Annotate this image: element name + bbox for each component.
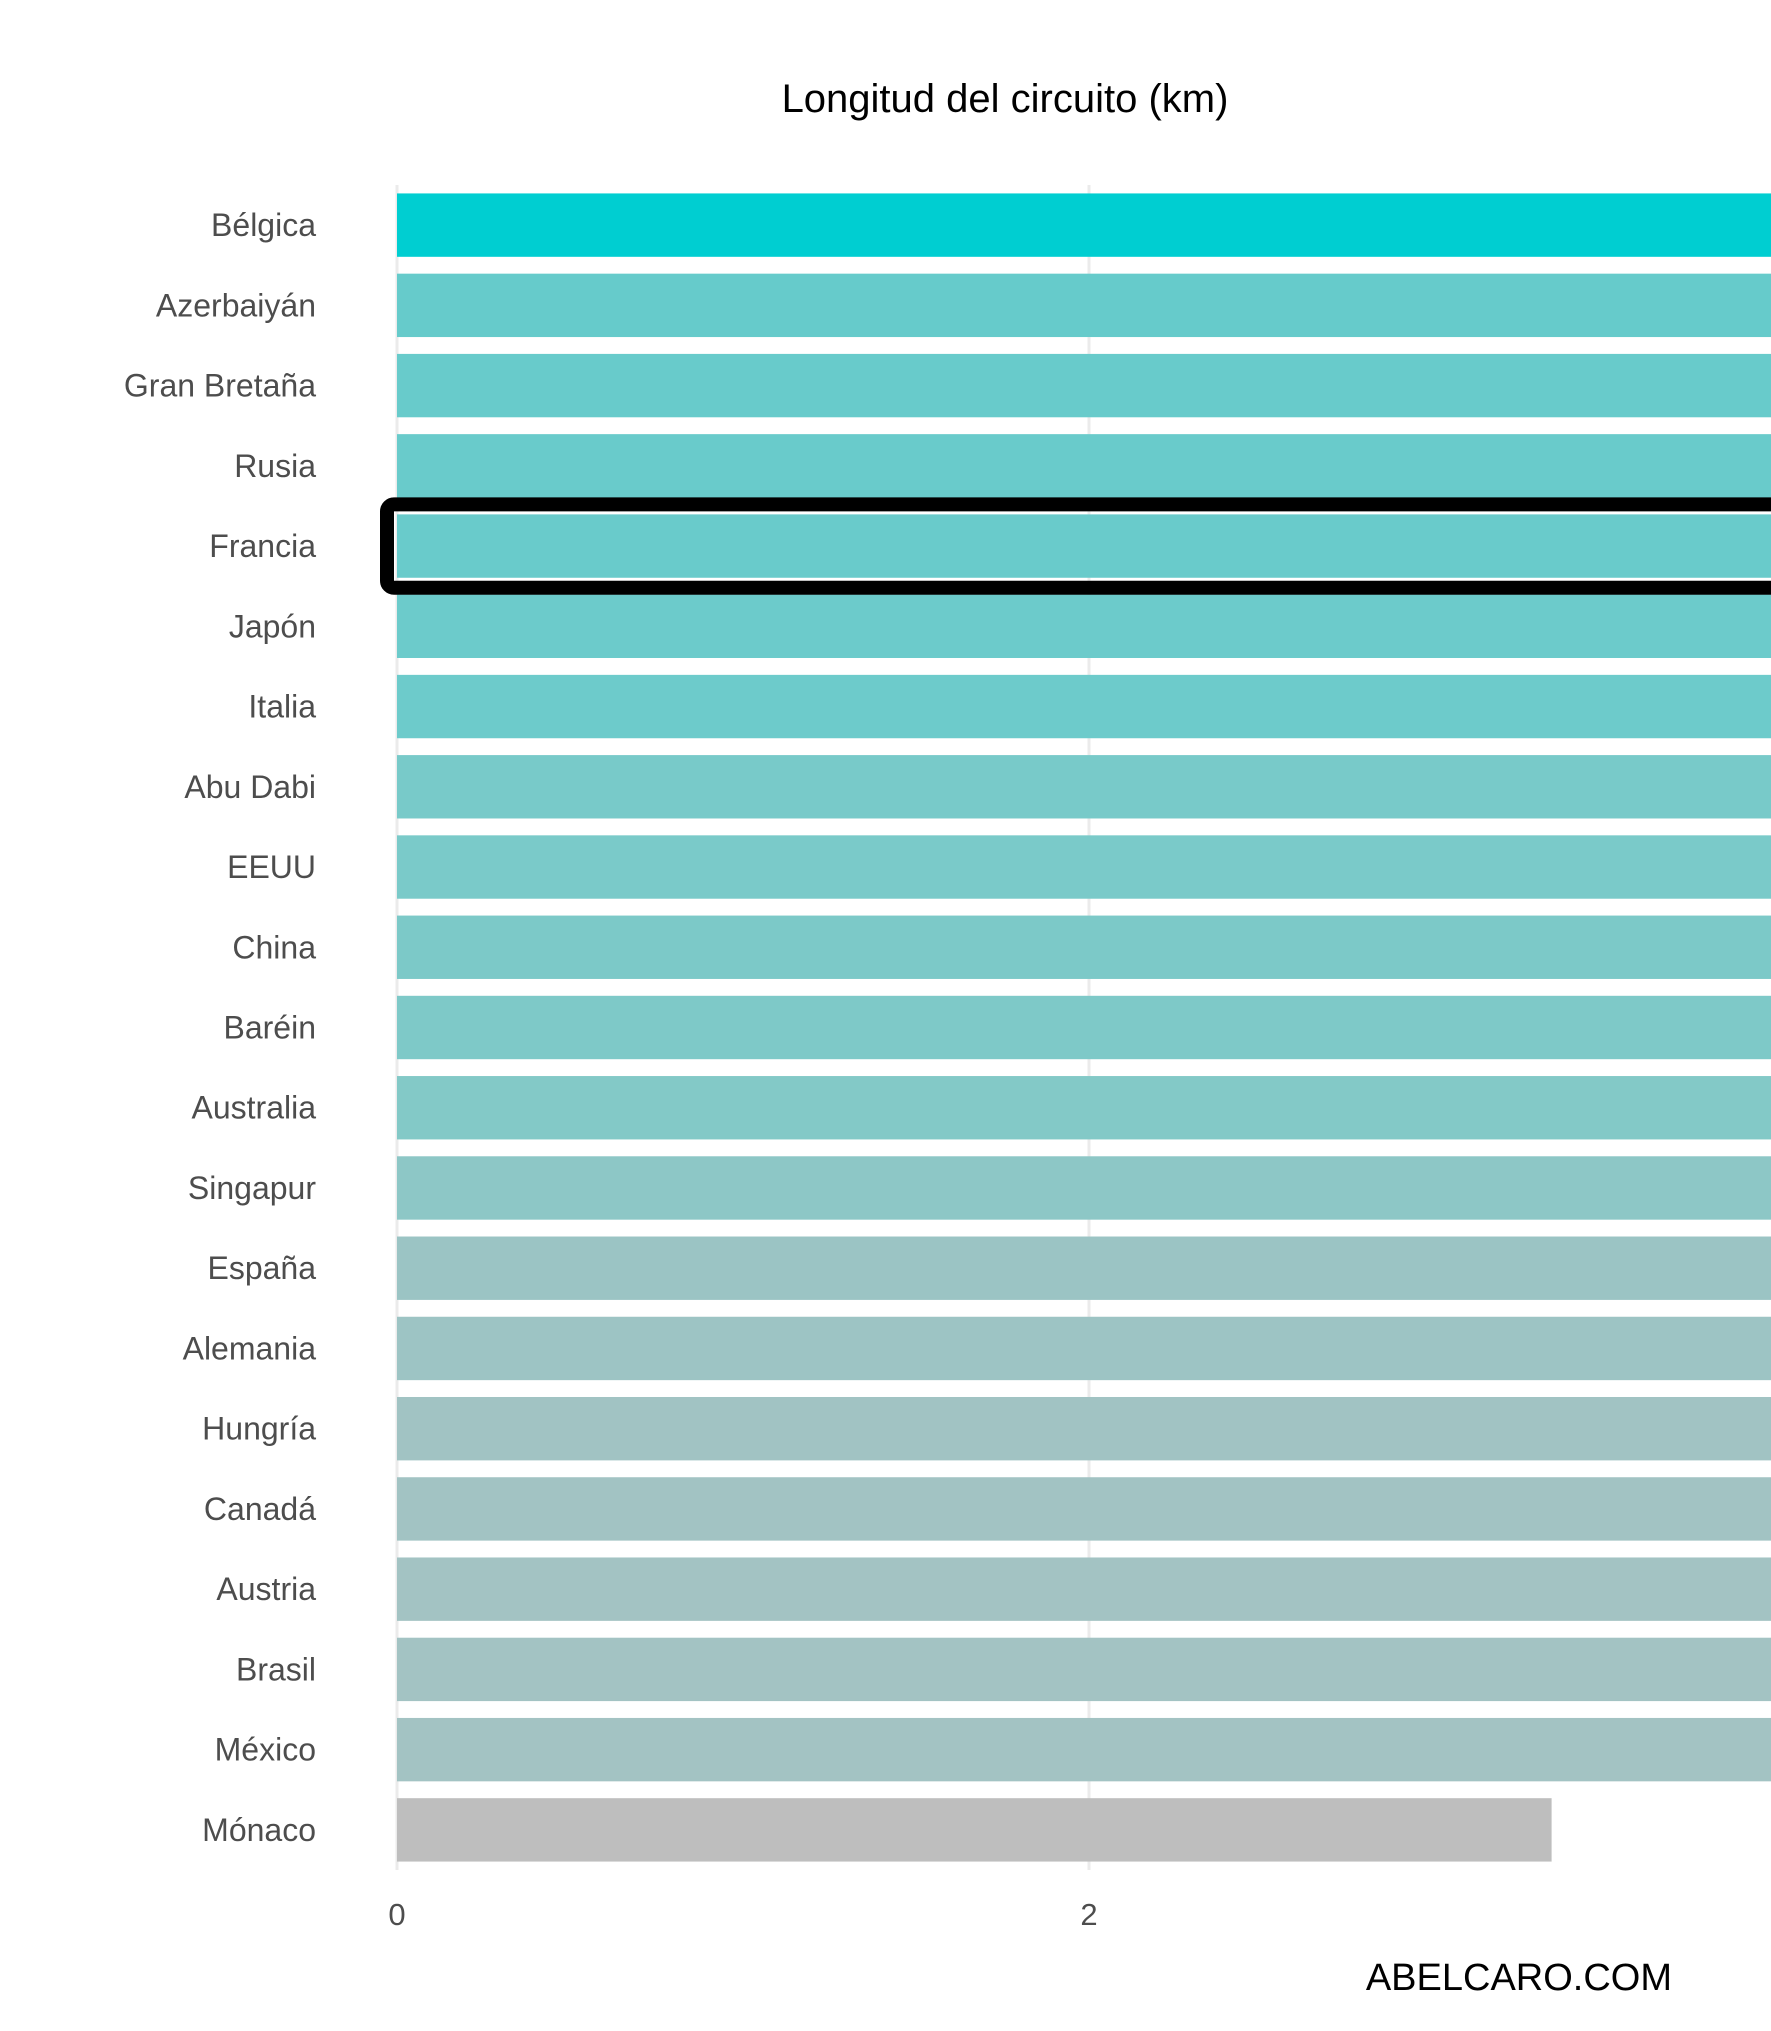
bar — [397, 273, 1771, 338]
bar — [397, 1477, 1771, 1541]
bar — [397, 835, 1771, 899]
bar — [397, 1557, 1771, 1621]
category-label: Alemania — [183, 1330, 317, 1366]
category-label: Gran Bretaña — [124, 368, 316, 404]
category-label: Brasil — [236, 1651, 316, 1687]
category-label: Austria — [216, 1571, 316, 1607]
category-label: España — [207, 1250, 316, 1286]
bar — [397, 434, 1771, 498]
category-label: Japón — [229, 608, 316, 644]
bar — [397, 1717, 1771, 1782]
x-tick-label: 0 — [388, 1897, 405, 1932]
category-label: Azerbaiyán — [156, 287, 316, 323]
category-labels: Bélgica Azerbaiyán Gran Bretaña Rusia Franci… — [124, 207, 316, 1848]
bar — [397, 1637, 1771, 1702]
category-label: EEUU — [227, 849, 316, 885]
bar — [397, 1076, 1771, 1140]
category-label: Baréin — [224, 1010, 317, 1046]
bars — [397, 193, 1771, 1862]
category-label: México — [215, 1732, 316, 1768]
category-label: Italia — [248, 689, 316, 725]
bar — [397, 755, 1771, 819]
bar — [397, 915, 1771, 979]
bar — [397, 193, 1771, 257]
category-label: Mónaco — [202, 1812, 316, 1848]
category-label: Australia — [192, 1090, 317, 1126]
bar — [397, 353, 1771, 418]
category-label: Francia — [209, 528, 316, 564]
highlight-box — [380, 497, 1771, 595]
highlight-group: 5.842 — [380, 497, 1771, 595]
bar — [397, 1798, 1552, 1862]
category-label: Abu Dabi — [184, 769, 316, 805]
bar — [397, 995, 1771, 1060]
category-label: Hungría — [202, 1411, 316, 1447]
bar — [397, 594, 1771, 659]
bar — [397, 674, 1771, 739]
bar — [397, 1316, 1771, 1381]
category-label: Canadá — [204, 1491, 316, 1527]
bar — [397, 1396, 1771, 1461]
category-label: Bélgica — [211, 207, 316, 243]
bar — [397, 1156, 1771, 1220]
category-label: Rusia — [234, 448, 316, 484]
x-tick-label: 2 — [1080, 1897, 1097, 1932]
category-label: Singapur — [188, 1170, 316, 1206]
chart-title: Longitud del circuito (km) — [782, 77, 1229, 121]
bar — [397, 1236, 1771, 1300]
category-label: China — [232, 929, 316, 965]
x-axis-tick-labels: 0246 — [388, 1897, 1097, 1932]
bar — [397, 514, 1771, 578]
credit-text: ABELCARO.COM — [1366, 1957, 1672, 1999]
